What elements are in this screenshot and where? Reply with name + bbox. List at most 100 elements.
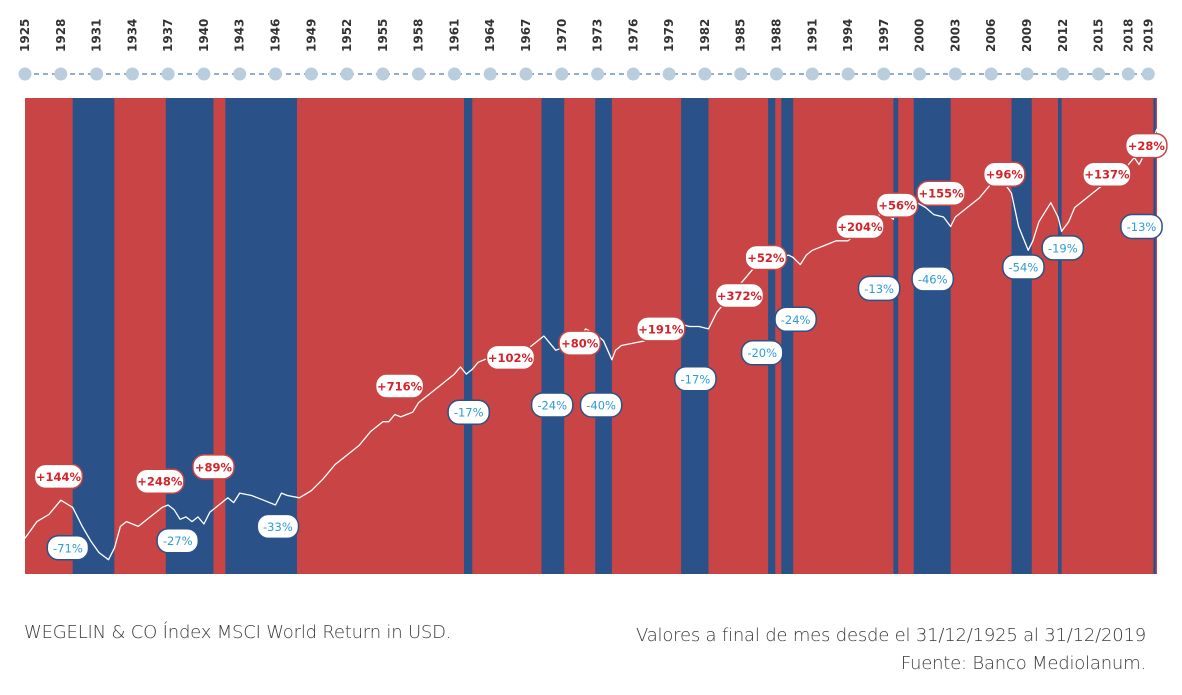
year-tick-label-1955: 1955 <box>376 19 390 52</box>
performance-label-11: -40% <box>579 392 623 418</box>
bear-market-band-12 <box>1058 98 1062 574</box>
performance-label-24: -54% <box>1002 254 1045 280</box>
year-tick-label-1970: 1970 <box>555 19 569 52</box>
year-tick-label-1985: 1985 <box>734 19 748 52</box>
timeline-dot-1973 <box>591 67 605 81</box>
year-tick-label-2006: 2006 <box>984 19 998 52</box>
performance-label-text: +52% <box>747 251 785 265</box>
performance-label-bubble <box>740 339 784 366</box>
year-tick-label-1961: 1961 <box>447 19 461 52</box>
performance-label-7: -17% <box>447 399 491 425</box>
performance-label-bubble <box>530 392 574 418</box>
performance-label-text: -46% <box>918 272 948 286</box>
performance-label-20: +56% <box>875 192 919 218</box>
year-tick-label-1931: 1931 <box>90 19 104 52</box>
year-tick-label-1943: 1943 <box>233 19 247 52</box>
year-tick-label-1940: 1940 <box>197 19 211 52</box>
performance-label-bubble <box>374 373 425 399</box>
bear-market-band-10 <box>913 98 951 574</box>
year-tick-label-1964: 1964 <box>483 19 497 52</box>
bear-market-band-2 <box>225 98 297 574</box>
performance-label-26: +137% <box>1082 161 1132 187</box>
performance-label-14: +372% <box>714 282 765 309</box>
year-tick-label-1994: 1994 <box>841 19 855 52</box>
timeline-dot-1997 <box>877 67 891 81</box>
year-tick-label-2000: 2000 <box>913 19 927 52</box>
timeline-dot-2019 <box>1141 67 1155 81</box>
performance-label-bubble <box>835 213 885 240</box>
year-tick-label-1997: 1997 <box>877 19 891 52</box>
timeline-dot-1937 <box>161 67 175 81</box>
timeline-dot-1982 <box>698 67 712 81</box>
performance-label-text: -13% <box>864 282 894 296</box>
timeline-dot-2015 <box>1092 67 1106 81</box>
performance-label-text: -40% <box>586 399 616 413</box>
performance-label-bubble <box>674 366 717 392</box>
year-tick-label-1937: 1937 <box>161 19 175 52</box>
performance-label-text: +80% <box>561 337 599 351</box>
timeline-dot-2018 <box>1121 67 1135 81</box>
performance-label-text: +155% <box>919 187 965 201</box>
performance-label-text: +102% <box>488 351 534 365</box>
performance-label-28: +28% <box>1124 132 1168 159</box>
performance-label-19: -13% <box>857 275 901 302</box>
year-tick-label-1934: 1934 <box>125 19 139 52</box>
timeline-dot-1958 <box>412 67 426 81</box>
performance-label-text: +248% <box>137 475 183 489</box>
performance-label-22: -46% <box>911 266 955 292</box>
performance-label-text: +372% <box>717 289 763 303</box>
performance-label-bubble <box>875 192 919 218</box>
year-tick-label-1976: 1976 <box>626 19 640 52</box>
performance-label-bubble <box>1041 235 1085 261</box>
performance-label-bubble <box>916 180 966 206</box>
performance-label-bubble <box>1120 213 1163 240</box>
bear-market-band-3 <box>464 98 473 574</box>
timeline-dot-1961 <box>447 67 461 81</box>
date-source-note: Valores a final de mes desde el 31/12/19… <box>636 622 1146 678</box>
year-tick-label-1967: 1967 <box>519 19 533 52</box>
date-range-note: Valores a final de mes desde el 31/12/19… <box>636 625 1146 646</box>
year-tick-labels: 1925 1928 1931 1934 1937 1940 1943 1946 1949 1952… <box>18 19 1155 52</box>
performance-label-9: -24% <box>530 392 574 418</box>
bear-market-band-13 <box>1153 98 1156 574</box>
performance-label-bubble <box>485 344 536 371</box>
year-tick-label-1952: 1952 <box>340 19 354 52</box>
performance-label-text: -27% <box>163 534 193 548</box>
timeline-dot-1988 <box>770 67 783 81</box>
performance-label-text: +137% <box>1084 168 1130 182</box>
performance-label-15: -20% <box>740 339 784 366</box>
performance-label-text: +144% <box>36 470 82 484</box>
timeline-dot-1934 <box>125 67 139 81</box>
performance-label-10: +80% <box>558 330 602 356</box>
bear-market-band-5 <box>595 98 612 574</box>
timeline-dot-1952 <box>340 67 354 81</box>
year-tick-label-1991: 1991 <box>805 19 819 52</box>
year-tick-label-1973: 1973 <box>591 19 605 52</box>
performance-label-text: -20% <box>747 346 777 360</box>
year-tick-label-2015: 2015 <box>1092 19 1106 52</box>
performance-label-text: +89% <box>195 460 233 474</box>
year-tick-label-1979: 1979 <box>662 19 676 52</box>
timeline-dot-2003 <box>948 67 962 81</box>
year-tick-label-1928: 1928 <box>54 19 68 52</box>
performance-label-6: +716% <box>374 373 425 399</box>
performance-label-text: -71% <box>53 541 83 555</box>
timeline-dot-1985 <box>734 67 748 81</box>
performance-label-23: +96% <box>982 161 1026 187</box>
timeline-dot-1946 <box>269 67 282 81</box>
timeline-axis <box>18 67 1155 81</box>
year-tick-label-1949: 1949 <box>304 19 318 52</box>
performance-label-1: -71% <box>46 535 90 561</box>
performance-label-text: -17% <box>454 406 484 420</box>
performance-label-text: -33% <box>263 520 293 534</box>
performance-label-bubble <box>744 244 788 271</box>
performance-labels: +144% -71% +248% +89% -27% -33% +716% -17% +102%… <box>33 132 1168 561</box>
performance-label-bubble <box>156 527 200 554</box>
performance-label-bubble <box>636 316 686 342</box>
performance-label-bubble <box>982 161 1026 187</box>
year-tick-label-2019: 2019 <box>1141 19 1155 52</box>
performance-label-12: +191% <box>636 316 686 342</box>
performance-label-text: -17% <box>681 372 711 386</box>
performance-label-bubble <box>911 266 955 292</box>
year-tick-label-2018: 2018 <box>1121 19 1135 52</box>
